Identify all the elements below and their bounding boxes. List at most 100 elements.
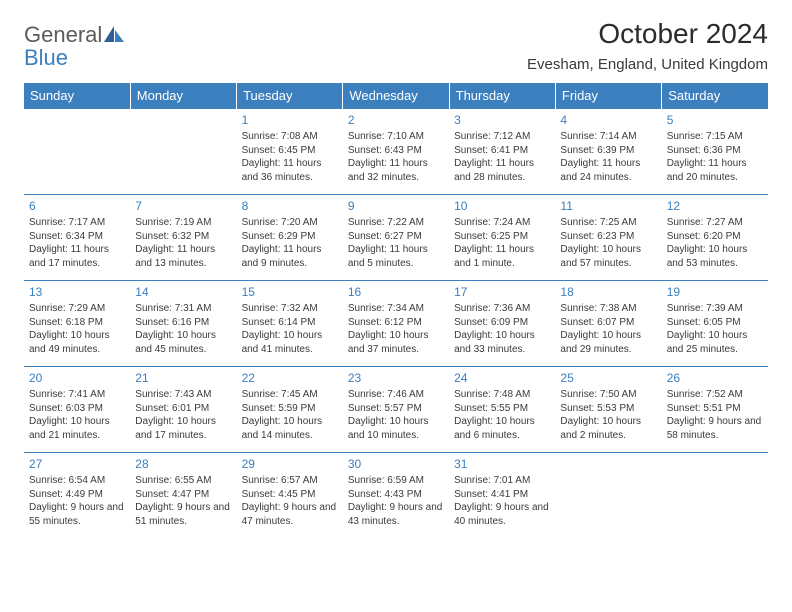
sunrise-text: Sunrise: 7:14 AM xyxy=(560,130,656,144)
daylight-text: Daylight: 11 hours and 1 minute. xyxy=(454,243,550,270)
sunset-text: Sunset: 6:07 PM xyxy=(560,316,656,330)
sunset-text: Sunset: 6:39 PM xyxy=(560,144,656,158)
weekday-header: Friday xyxy=(555,83,661,109)
calendar-cell xyxy=(24,109,130,195)
calendar-cell: 31Sunrise: 7:01 AMSunset: 4:41 PMDayligh… xyxy=(449,453,555,539)
day-number: 10 xyxy=(454,198,550,214)
calendar-cell: 25Sunrise: 7:50 AMSunset: 5:53 PMDayligh… xyxy=(555,367,661,453)
sunset-text: Sunset: 6:16 PM xyxy=(135,316,231,330)
sunset-text: Sunset: 5:53 PM xyxy=(560,402,656,416)
sunset-text: Sunset: 6:27 PM xyxy=(348,230,444,244)
sunrise-text: Sunrise: 7:41 AM xyxy=(29,388,125,402)
day-number: 1 xyxy=(242,112,338,128)
day-number: 26 xyxy=(667,370,763,386)
daylight-text: Daylight: 11 hours and 13 minutes. xyxy=(135,243,231,270)
sunset-text: Sunset: 5:59 PM xyxy=(242,402,338,416)
sunrise-text: Sunrise: 7:48 AM xyxy=(454,388,550,402)
sunrise-text: Sunrise: 7:24 AM xyxy=(454,216,550,230)
calendar-week: 20Sunrise: 7:41 AMSunset: 6:03 PMDayligh… xyxy=(24,367,768,453)
daylight-text: Daylight: 9 hours and 47 minutes. xyxy=(242,501,338,528)
day-number: 19 xyxy=(667,284,763,300)
calendar-table: SundayMondayTuesdayWednesdayThursdayFrid… xyxy=(24,83,768,539)
daylight-text: Daylight: 11 hours and 36 minutes. xyxy=(242,157,338,184)
location: Evesham, England, United Kingdom xyxy=(527,56,768,73)
sunset-text: Sunset: 6:29 PM xyxy=(242,230,338,244)
day-number: 17 xyxy=(454,284,550,300)
sunrise-text: Sunrise: 7:15 AM xyxy=(667,130,763,144)
day-number: 15 xyxy=(242,284,338,300)
sunrise-text: Sunrise: 7:38 AM xyxy=(560,302,656,316)
daylight-text: Daylight: 9 hours and 55 minutes. xyxy=(29,501,125,528)
sunset-text: Sunset: 4:43 PM xyxy=(348,488,444,502)
title-block: October 2024 Evesham, England, United Ki… xyxy=(527,18,768,73)
sunset-text: Sunset: 6:14 PM xyxy=(242,316,338,330)
calendar-cell: 12Sunrise: 7:27 AMSunset: 6:20 PMDayligh… xyxy=(662,195,768,281)
day-number: 31 xyxy=(454,456,550,472)
sunset-text: Sunset: 6:41 PM xyxy=(454,144,550,158)
daylight-text: Daylight: 10 hours and 2 minutes. xyxy=(560,415,656,442)
day-number: 13 xyxy=(29,284,125,300)
sunrise-text: Sunrise: 7:17 AM xyxy=(29,216,125,230)
sunrise-text: Sunrise: 7:01 AM xyxy=(454,474,550,488)
calendar-cell: 17Sunrise: 7:36 AMSunset: 6:09 PMDayligh… xyxy=(449,281,555,367)
sunset-text: Sunset: 4:45 PM xyxy=(242,488,338,502)
sunrise-text: Sunrise: 7:20 AM xyxy=(242,216,338,230)
day-number: 4 xyxy=(560,112,656,128)
logo: General Blue xyxy=(24,18,124,70)
calendar-cell: 24Sunrise: 7:48 AMSunset: 5:55 PMDayligh… xyxy=(449,367,555,453)
calendar-body: 1Sunrise: 7:08 AMSunset: 6:45 PMDaylight… xyxy=(24,109,768,539)
day-number: 24 xyxy=(454,370,550,386)
calendar-cell: 23Sunrise: 7:46 AMSunset: 5:57 PMDayligh… xyxy=(343,367,449,453)
sunset-text: Sunset: 6:34 PM xyxy=(29,230,125,244)
calendar-cell: 14Sunrise: 7:31 AMSunset: 6:16 PMDayligh… xyxy=(130,281,236,367)
daylight-text: Daylight: 10 hours and 25 minutes. xyxy=(667,329,763,356)
calendar-cell: 6Sunrise: 7:17 AMSunset: 6:34 PMDaylight… xyxy=(24,195,130,281)
calendar-cell: 5Sunrise: 7:15 AMSunset: 6:36 PMDaylight… xyxy=(662,109,768,195)
calendar-cell xyxy=(130,109,236,195)
daylight-text: Daylight: 11 hours and 20 minutes. xyxy=(667,157,763,184)
daylight-text: Daylight: 10 hours and 33 minutes. xyxy=(454,329,550,356)
calendar-week: 1Sunrise: 7:08 AMSunset: 6:45 PMDaylight… xyxy=(24,109,768,195)
day-number: 6 xyxy=(29,198,125,214)
calendar-cell: 16Sunrise: 7:34 AMSunset: 6:12 PMDayligh… xyxy=(343,281,449,367)
daylight-text: Daylight: 10 hours and 17 minutes. xyxy=(135,415,231,442)
calendar-cell: 22Sunrise: 7:45 AMSunset: 5:59 PMDayligh… xyxy=(237,367,343,453)
calendar-cell: 1Sunrise: 7:08 AMSunset: 6:45 PMDaylight… xyxy=(237,109,343,195)
daylight-text: Daylight: 10 hours and 37 minutes. xyxy=(348,329,444,356)
calendar-cell: 10Sunrise: 7:24 AMSunset: 6:25 PMDayligh… xyxy=(449,195,555,281)
sunrise-text: Sunrise: 7:29 AM xyxy=(29,302,125,316)
sunrise-text: Sunrise: 7:22 AM xyxy=(348,216,444,230)
daylight-text: Daylight: 10 hours and 29 minutes. xyxy=(560,329,656,356)
sunrise-text: Sunrise: 6:55 AM xyxy=(135,474,231,488)
daylight-text: Daylight: 10 hours and 10 minutes. xyxy=(348,415,444,442)
calendar-cell: 28Sunrise: 6:55 AMSunset: 4:47 PMDayligh… xyxy=(130,453,236,539)
sunrise-text: Sunrise: 6:59 AM xyxy=(348,474,444,488)
logo-sail-icon xyxy=(104,26,124,47)
calendar-cell: 26Sunrise: 7:52 AMSunset: 5:51 PMDayligh… xyxy=(662,367,768,453)
calendar-cell xyxy=(555,453,661,539)
daylight-text: Daylight: 9 hours and 58 minutes. xyxy=(667,415,763,442)
sunrise-text: Sunrise: 7:25 AM xyxy=(560,216,656,230)
sunset-text: Sunset: 6:01 PM xyxy=(135,402,231,416)
page-title: October 2024 xyxy=(527,18,768,50)
sunrise-text: Sunrise: 7:08 AM xyxy=(242,130,338,144)
daylight-text: Daylight: 11 hours and 32 minutes. xyxy=(348,157,444,184)
daylight-text: Daylight: 10 hours and 53 minutes. xyxy=(667,243,763,270)
calendar-cell: 19Sunrise: 7:39 AMSunset: 6:05 PMDayligh… xyxy=(662,281,768,367)
sunrise-text: Sunrise: 7:27 AM xyxy=(667,216,763,230)
sunrise-text: Sunrise: 7:34 AM xyxy=(348,302,444,316)
day-number: 23 xyxy=(348,370,444,386)
daylight-text: Daylight: 10 hours and 49 minutes. xyxy=(29,329,125,356)
sunrise-text: Sunrise: 6:57 AM xyxy=(242,474,338,488)
day-number: 14 xyxy=(135,284,231,300)
calendar-cell: 21Sunrise: 7:43 AMSunset: 6:01 PMDayligh… xyxy=(130,367,236,453)
sunset-text: Sunset: 5:51 PM xyxy=(667,402,763,416)
calendar-head: SundayMondayTuesdayWednesdayThursdayFrid… xyxy=(24,83,768,109)
day-number: 27 xyxy=(29,456,125,472)
daylight-text: Daylight: 10 hours and 57 minutes. xyxy=(560,243,656,270)
daylight-text: Daylight: 11 hours and 5 minutes. xyxy=(348,243,444,270)
sunset-text: Sunset: 6:23 PM xyxy=(560,230,656,244)
day-number: 20 xyxy=(29,370,125,386)
sunrise-text: Sunrise: 7:36 AM xyxy=(454,302,550,316)
sunrise-text: Sunrise: 7:39 AM xyxy=(667,302,763,316)
